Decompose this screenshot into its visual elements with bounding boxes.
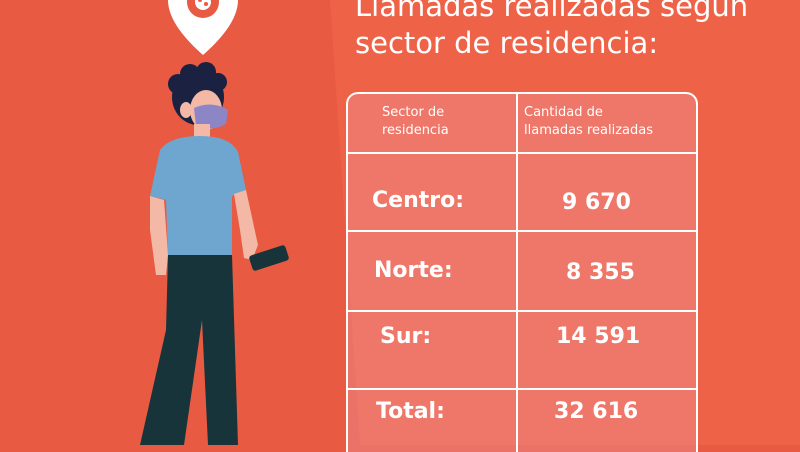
row-label-norte: Norte: [374, 258, 453, 283]
header-sector: Sector de residencia [382, 104, 449, 140]
row-label-centro: Centro: [372, 188, 465, 213]
header-sector-line-2: residencia [382, 123, 449, 138]
table-divider-vertical [516, 94, 518, 452]
table-divider-header [348, 152, 696, 154]
table-divider-row-1 [348, 230, 696, 232]
person-illustration [140, 0, 289, 445]
virus-icon [195, 0, 211, 10]
calls-table: Sector de residencia Cantidad de llamada… [346, 92, 698, 452]
row-label-total: Total: [376, 399, 445, 424]
row-label-sur: Sur: [380, 324, 432, 349]
phone-icon [249, 245, 289, 271]
person-head [168, 62, 228, 142]
row-value-centro: 9 670 [562, 190, 631, 215]
header-count: Cantidad de llamadas realizadas [524, 104, 653, 140]
header-sector-line-1: Sector de [382, 105, 445, 120]
header-count-line-2: llamadas realizadas [524, 123, 653, 138]
table-divider-row-3 [348, 388, 696, 390]
table-divider-row-2 [348, 310, 696, 312]
title-line-2: sector de residencia: [355, 26, 659, 60]
page-title: Llamadas realizadas según sector de resi… [355, 0, 795, 62]
person-torso [150, 136, 258, 275]
title-line-1: Llamadas realizadas según [355, 0, 749, 23]
header-count-line-1: Cantidad de [524, 105, 603, 120]
row-value-norte: 8 355 [566, 260, 635, 285]
row-value-sur: 14 591 [556, 324, 641, 349]
person-legs [140, 255, 238, 445]
row-value-total: 32 616 [554, 399, 639, 424]
